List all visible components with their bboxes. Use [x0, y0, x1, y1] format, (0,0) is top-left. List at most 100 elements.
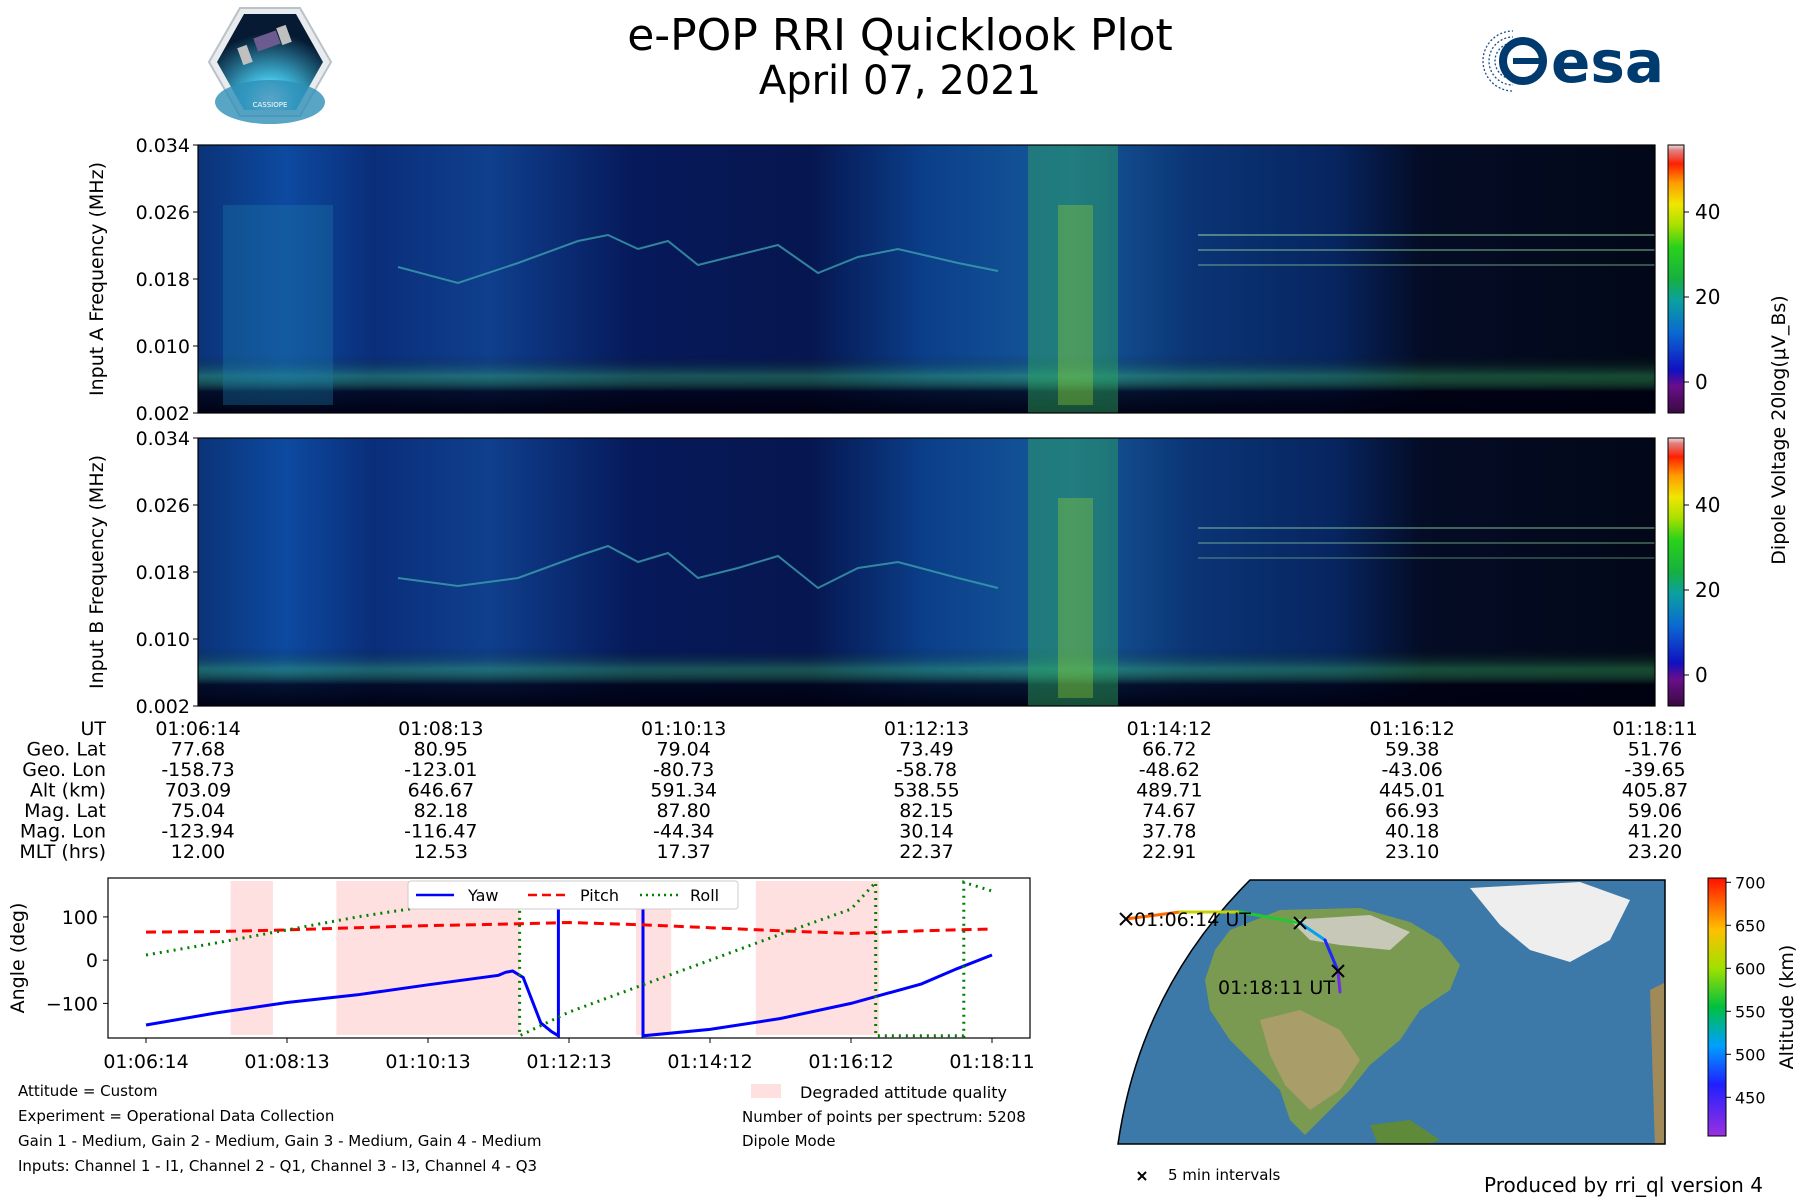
ya-tick: 0.034	[136, 135, 190, 157]
attitude-ytick: 0	[86, 950, 98, 972]
degraded-legend-swatch	[751, 1084, 781, 1098]
track-marker-start	[1119, 912, 1133, 926]
ya-tick: 0.026	[136, 202, 190, 224]
altitude-tick: 650	[1735, 916, 1766, 935]
table-cell: 01:14:12	[1127, 718, 1212, 740]
legend-roll: Roll	[690, 886, 719, 905]
attitude-xtick: 01:16:12	[808, 1051, 893, 1073]
altitude-label: Altitude (km)	[1776, 945, 1798, 1070]
table-cell: 646.67	[408, 780, 474, 802]
mode-note: Dipole Mode	[742, 1132, 836, 1150]
table-cell: 01:12:13	[884, 718, 969, 740]
experiment-note: Experiment = Operational Data Collection	[18, 1107, 335, 1125]
ya-tick: 0.010	[136, 336, 190, 358]
table-cell: 79.04	[656, 739, 710, 761]
altitude-tick: 600	[1735, 959, 1766, 978]
table-row-label: Mag. Lon	[20, 821, 106, 843]
table-row-label: Mag. Lat	[24, 800, 106, 822]
degraded-legend-label: Degraded attitude quality	[800, 1083, 1007, 1102]
attitude-ylabel: Angle (deg)	[7, 903, 29, 1014]
table-cell: 01:10:13	[641, 718, 726, 740]
table-row-label: Alt (km)	[30, 780, 106, 802]
table-cell: 445.01	[1379, 780, 1445, 802]
attitude-note: Attitude = Custom	[18, 1082, 158, 1100]
cbar-b-tick: 20	[1695, 578, 1720, 602]
table-cell: 12.53	[414, 841, 468, 863]
attitude-ytick: −100	[46, 993, 98, 1015]
table-cell: -116.47	[404, 821, 477, 843]
table-cell: 489.71	[1136, 780, 1202, 802]
spectrogram-area: 0.034 0.026 0.018 0.010 0.002 Input A Fr…	[86, 135, 1790, 718]
table-cell: -123.01	[404, 759, 477, 781]
produced-by: Produced by rri_ql version 4	[1484, 1173, 1763, 1197]
map-legend-label: 5 min intervals	[1168, 1166, 1281, 1184]
table-row-label: MLT (hrs)	[19, 841, 106, 863]
yb-tick: 0.018	[136, 562, 190, 584]
table-cell: 23.10	[1385, 841, 1439, 863]
table-cell: 66.72	[1142, 739, 1196, 761]
attitude-xtick: 01:14:12	[667, 1051, 752, 1073]
gain-note: Gain 1 - Medium, Gain 2 - Medium, Gain 3…	[18, 1132, 542, 1150]
table-cell: 37.78	[1142, 821, 1196, 843]
points-note: Number of points per spectrum: 5208	[742, 1108, 1026, 1126]
degraded-interval	[230, 881, 273, 1035]
attitude-xtick: 01:10:13	[385, 1051, 470, 1073]
cassiope-logo-text: CASSIOPE	[253, 101, 288, 109]
series-roll	[145, 878, 993, 1039]
table-cell: 01:06:14	[155, 718, 240, 740]
table-cell: 22.37	[899, 841, 953, 863]
track-segment	[1124, 910, 1182, 921]
table-cell: 30.14	[899, 821, 953, 843]
table-cell: 703.09	[165, 780, 231, 802]
table-cell: 17.37	[656, 841, 710, 863]
table-cell: 74.67	[1142, 800, 1196, 822]
yb-tick: 0.010	[136, 629, 190, 651]
altitude-tick: 500	[1735, 1045, 1766, 1064]
table-cell: -158.73	[161, 759, 234, 781]
input-a-ylabel: Input A Frequency (MHz)	[86, 162, 108, 396]
colorbar-a: 0 20 40	[1667, 144, 1720, 414]
inputs-note: Inputs: Channel 1 - I1, Channel 2 - Q1, …	[18, 1157, 538, 1175]
table-row-label: Geo. Lon	[22, 759, 106, 781]
track-marker-end	[1331, 964, 1345, 978]
map-start-label: 01:06:14 UT	[1134, 909, 1251, 931]
cbar-b-tick: 0	[1695, 663, 1708, 687]
page-title: e-POP RRI Quicklook Plot	[627, 10, 1173, 61]
ya-tick: 0.002	[136, 403, 190, 425]
cbar-a-tick: 40	[1695, 200, 1720, 224]
attitude-chart: 100 0 −100 01:06:14 01:08:13 01:10:13 01:12:1…	[7, 877, 1035, 1073]
page-date: April 07, 2021	[758, 58, 1042, 104]
cbar-a-tick: 0	[1695, 370, 1708, 394]
table-cell: 40.18	[1385, 821, 1439, 843]
table-cell: 538.55	[893, 780, 959, 802]
table-cell: 77.68	[171, 739, 225, 761]
input-b-ylabel: Input B Frequency (MHz)	[86, 455, 108, 689]
cbar-b-tick: 40	[1695, 493, 1720, 517]
table-cell: 23.20	[1628, 841, 1682, 863]
yb-tick: 0.002	[136, 696, 190, 718]
table-cell: 01:16:12	[1369, 718, 1454, 740]
table-cell: -123.94	[161, 821, 234, 843]
table-row-label: Geo. Lat	[27, 739, 106, 761]
altitude-tick: 550	[1735, 1002, 1766, 1021]
table-cell: 73.49	[899, 739, 953, 761]
series-pitch	[145, 920, 993, 935]
table-cell: 405.87	[1622, 780, 1688, 802]
legend-pitch: Pitch	[580, 886, 619, 905]
series-yaw	[145, 880, 993, 1039]
cassiope-logo: CASSIOPE	[207, 7, 333, 124]
altitude-tick: 450	[1735, 1088, 1766, 1107]
track-markers	[1119, 912, 1345, 978]
table-cell: -48.62	[1139, 759, 1200, 781]
attitude-ytick: 100	[62, 907, 98, 929]
attitude-xtick: 01:18:11	[949, 1051, 1034, 1073]
esa-logo-text: esa	[1551, 28, 1664, 96]
altitude-tick: 700	[1735, 873, 1766, 892]
table-cell: 82.18	[414, 800, 468, 822]
table-cell: 87.80	[656, 800, 710, 822]
table-cell: 41.20	[1628, 821, 1682, 843]
table-cell: -44.34	[653, 821, 714, 843]
track-segment	[1238, 910, 1302, 925]
ya-tick: 0.018	[136, 269, 190, 291]
